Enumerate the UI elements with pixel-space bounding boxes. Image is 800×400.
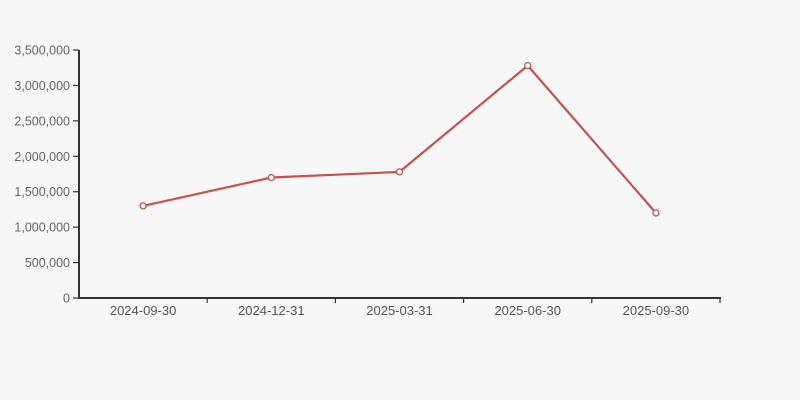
y-axis-tick-label: 1,500,000 [14,185,70,199]
data-point-marker [652,209,660,217]
x-axis-tick-label: 2025-06-30 [494,303,561,318]
y-axis-tick-label: 0 [63,292,70,306]
x-axis-tick-label: 2024-12-31 [238,303,305,318]
x-axis-tick-label: 2024-09-30 [110,303,177,318]
y-axis-tick-label: 2,000,000 [14,150,70,164]
y-axis-tick-label: 500,000 [25,256,70,270]
data-point-marker [524,61,532,70]
y-axis-tick-label: 2,500,000 [14,114,70,128]
y-axis-tick-label: 3,500,000 [14,44,70,58]
x-axis-tick-label: 2025-09-30 [623,303,690,318]
data-point-marker [395,168,404,176]
x-axis-tick-label: 2025-03-31 [366,303,433,318]
data-point-marker [139,202,147,210]
data-point-marker [267,173,275,182]
y-axis-tick-label: 3,000,000 [14,79,70,93]
y-axis-tick-label: 1,000,000 [14,221,70,235]
